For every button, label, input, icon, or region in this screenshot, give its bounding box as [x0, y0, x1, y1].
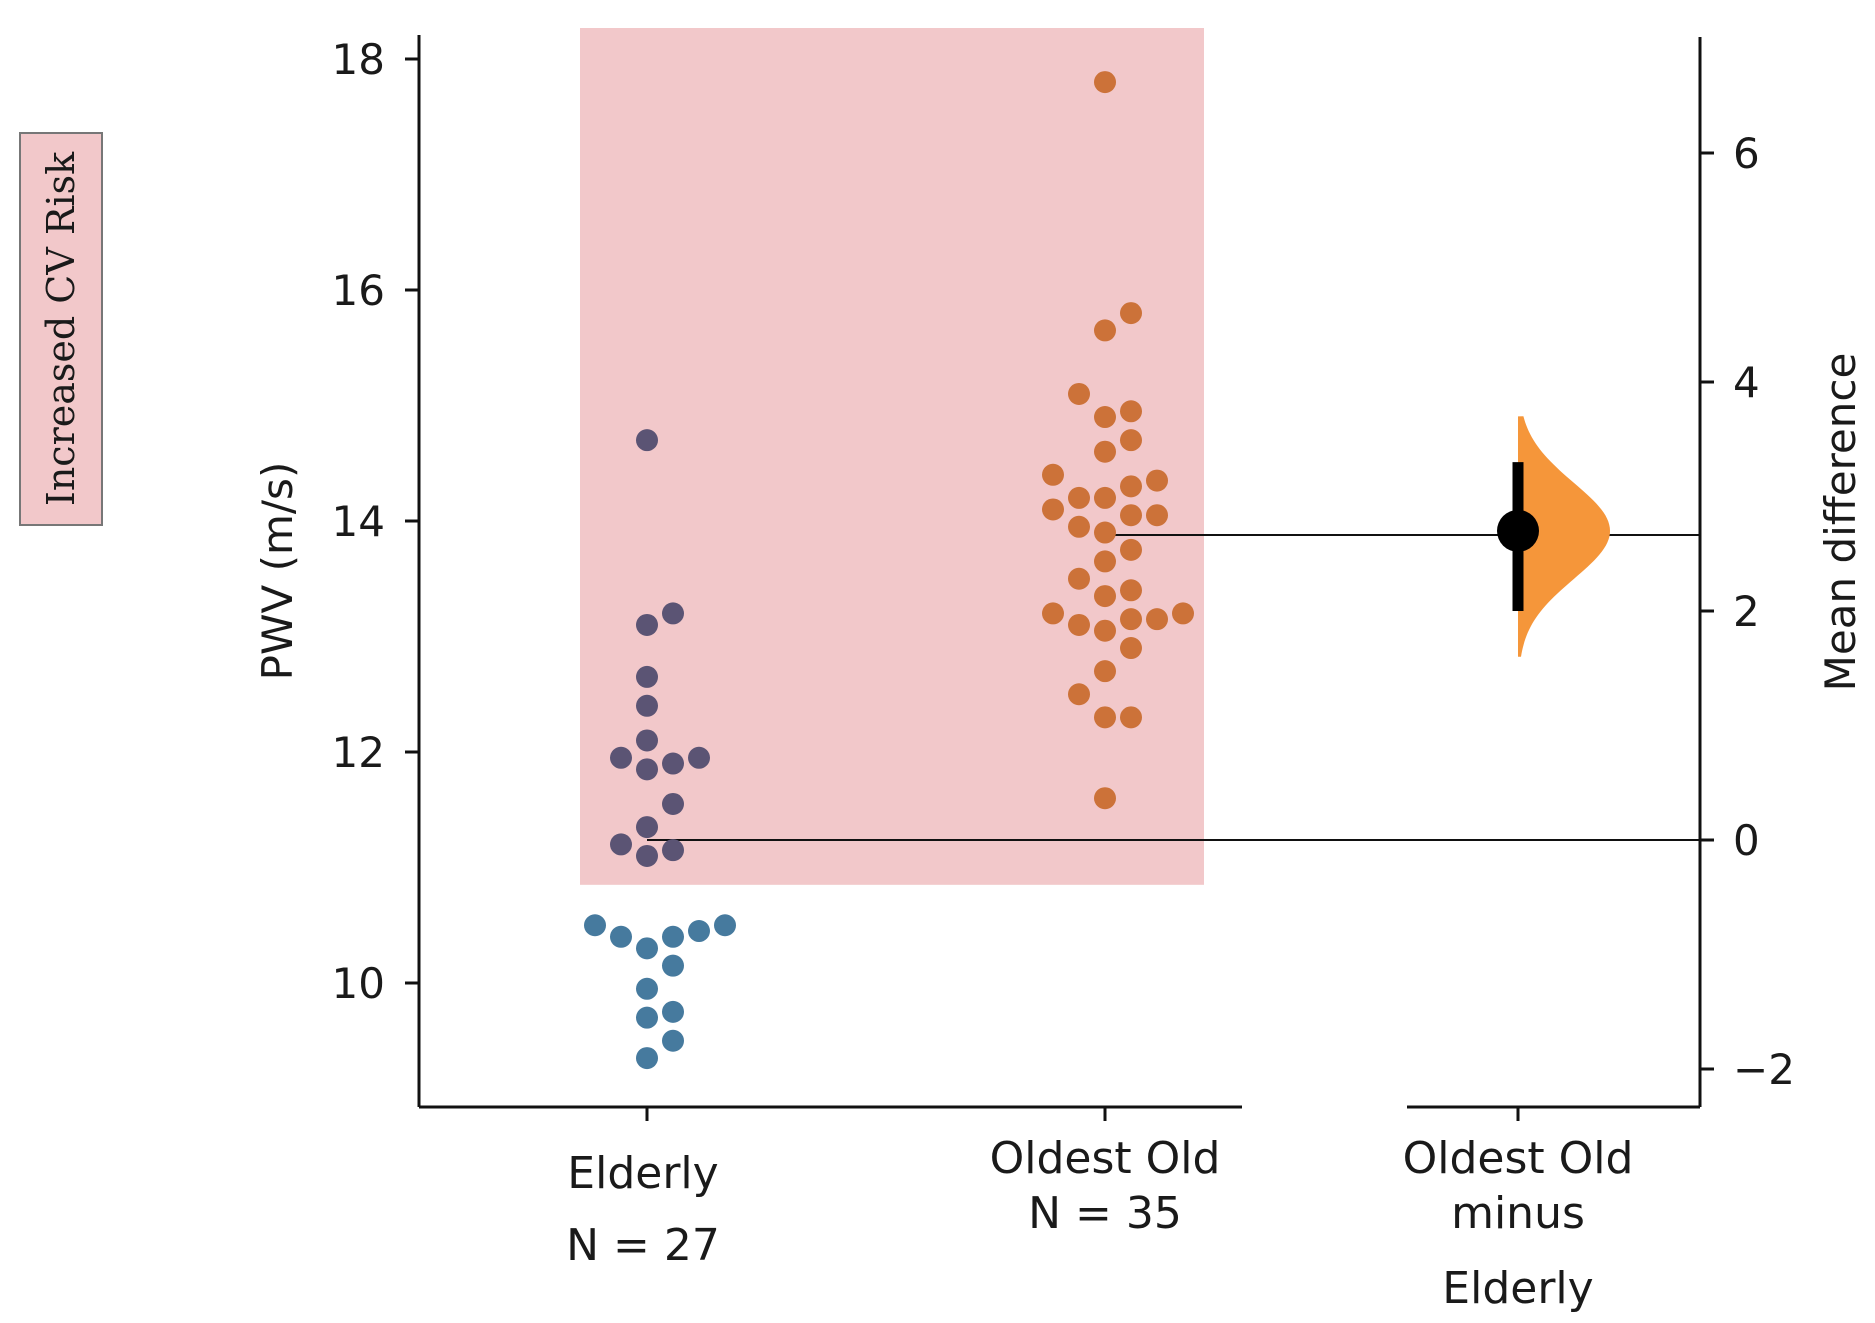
- oldest-old-point-5: [1120, 637, 1142, 660]
- oldest-old-point-19: [1120, 504, 1142, 527]
- oldest-old-point-24: [1120, 475, 1142, 498]
- oldest-old-point-26: [1042, 463, 1064, 486]
- legend: Increased CV Risk: [19, 132, 103, 526]
- effect-label-line-2: minus: [1451, 1188, 1585, 1239]
- elderly-point-1: [662, 1029, 684, 1052]
- oldest-old-point-0: [1094, 787, 1116, 810]
- elderly-point-4: [636, 977, 658, 1000]
- y2-tick-label-1: 4: [1733, 358, 1760, 407]
- elderly-point-8: [610, 925, 632, 948]
- oldest-old-point-29: [1094, 406, 1116, 429]
- oldest-old-point-8: [1120, 608, 1142, 631]
- effect-label-line-1: Oldest Old: [1403, 1133, 1634, 1184]
- elderly-point-26: [636, 429, 658, 452]
- oldest-old-point-22: [1094, 486, 1116, 509]
- elderly-point-16: [662, 792, 684, 815]
- y2-tick-label-4: −2: [1733, 1045, 1795, 1094]
- oldest-old-point-11: [1172, 602, 1194, 625]
- oldest-old-point-9: [1146, 608, 1168, 631]
- elderly-point-20: [688, 746, 710, 769]
- y-tick-label-16: 16: [332, 266, 385, 315]
- oldest-old-point-6: [1094, 619, 1116, 642]
- legend-label: Increased CV Risk: [39, 151, 83, 506]
- oldest-old-point-1: [1094, 706, 1116, 729]
- oldest-old-point-25: [1146, 469, 1168, 492]
- oldest-old-point-15: [1094, 550, 1116, 573]
- elderly-point-22: [636, 694, 658, 717]
- y-tick-label-18: 18: [332, 35, 385, 84]
- mean-difference-point: [1497, 509, 1539, 552]
- elderly-point-23: [636, 665, 658, 688]
- oldest-old-point-17: [1094, 521, 1116, 544]
- elderly-point-9: [688, 920, 710, 943]
- oldest-old-point-23: [1068, 486, 1090, 509]
- oldest-old-point-33: [1120, 302, 1142, 325]
- oldest-old-point-7: [1068, 613, 1090, 636]
- oldest-old-point-18: [1068, 515, 1090, 538]
- oldest-old-point-32: [1094, 319, 1116, 342]
- n-label-oldest-old: N = 35: [1028, 1188, 1182, 1239]
- elderly-point-5: [662, 954, 684, 977]
- effect-label-line-3: Elderly: [1442, 1263, 1593, 1314]
- elderly-point-15: [636, 816, 658, 839]
- oldest-old-point-12: [1094, 585, 1116, 608]
- elderly-point-25: [662, 602, 684, 625]
- elderly-point-3: [662, 1000, 684, 1023]
- oldest-old-point-10: [1042, 602, 1064, 625]
- elderly-point-24: [636, 613, 658, 636]
- elderly-point-12: [636, 844, 658, 867]
- elderly-point-2: [636, 1006, 658, 1029]
- elderly-point-14: [610, 833, 632, 856]
- oldest-old-point-30: [1120, 400, 1142, 423]
- oldest-old-point-31: [1068, 382, 1090, 405]
- y-axis-left: 10 12 14 16 18: [332, 35, 1242, 1109]
- elderly-point-13: [662, 839, 684, 862]
- category-label-oldest-old: Oldest Old: [990, 1133, 1221, 1184]
- oldest-old-point-2: [1120, 706, 1142, 729]
- oldest-old-point-13: [1120, 579, 1142, 602]
- bootstrap-distribution: [1518, 416, 1610, 657]
- oldest-old-point-3: [1068, 683, 1090, 706]
- y-axis-title: PWV (m/s): [253, 462, 302, 681]
- y-tick-label-12: 12: [332, 728, 385, 777]
- oldest-old-point-28: [1120, 429, 1142, 452]
- y-tick-label-14: 14: [332, 497, 385, 546]
- oldest-old-point-16: [1120, 538, 1142, 561]
- oldest-old-point-21: [1042, 498, 1064, 521]
- oldest-old-point-20: [1146, 504, 1168, 527]
- elderly-point-10: [584, 914, 606, 937]
- y2-axis-title: Mean difference: [1816, 353, 1865, 692]
- elderly-point-18: [662, 752, 684, 775]
- legend-swatch: [19, 132, 103, 526]
- oldest-old-point-27: [1094, 440, 1116, 463]
- elderly-point-21: [636, 729, 658, 752]
- y2-tick-label-0: 6: [1733, 129, 1760, 178]
- elderly-point-11: [714, 914, 736, 937]
- oldest-old-point-4: [1094, 660, 1116, 683]
- y2-tick-label-2: 2: [1733, 587, 1760, 636]
- oldest-old-point-14: [1068, 567, 1090, 590]
- elderly-point-7: [662, 925, 684, 948]
- elderly-point-19: [610, 746, 632, 769]
- elderly-point-0: [636, 1047, 658, 1070]
- elderly-point-17: [636, 758, 658, 781]
- category-label-elderly: Elderly: [567, 1148, 718, 1199]
- y-tick-label-10: 10: [332, 959, 385, 1008]
- y2-tick-label-3: 0: [1733, 816, 1760, 865]
- oldest-old-point-34: [1094, 71, 1116, 94]
- y-axis-right: 6 4 2 0 −2: [1407, 37, 1795, 1109]
- n-label-elderly: N = 27: [566, 1220, 720, 1271]
- elderly-point-6: [636, 937, 658, 960]
